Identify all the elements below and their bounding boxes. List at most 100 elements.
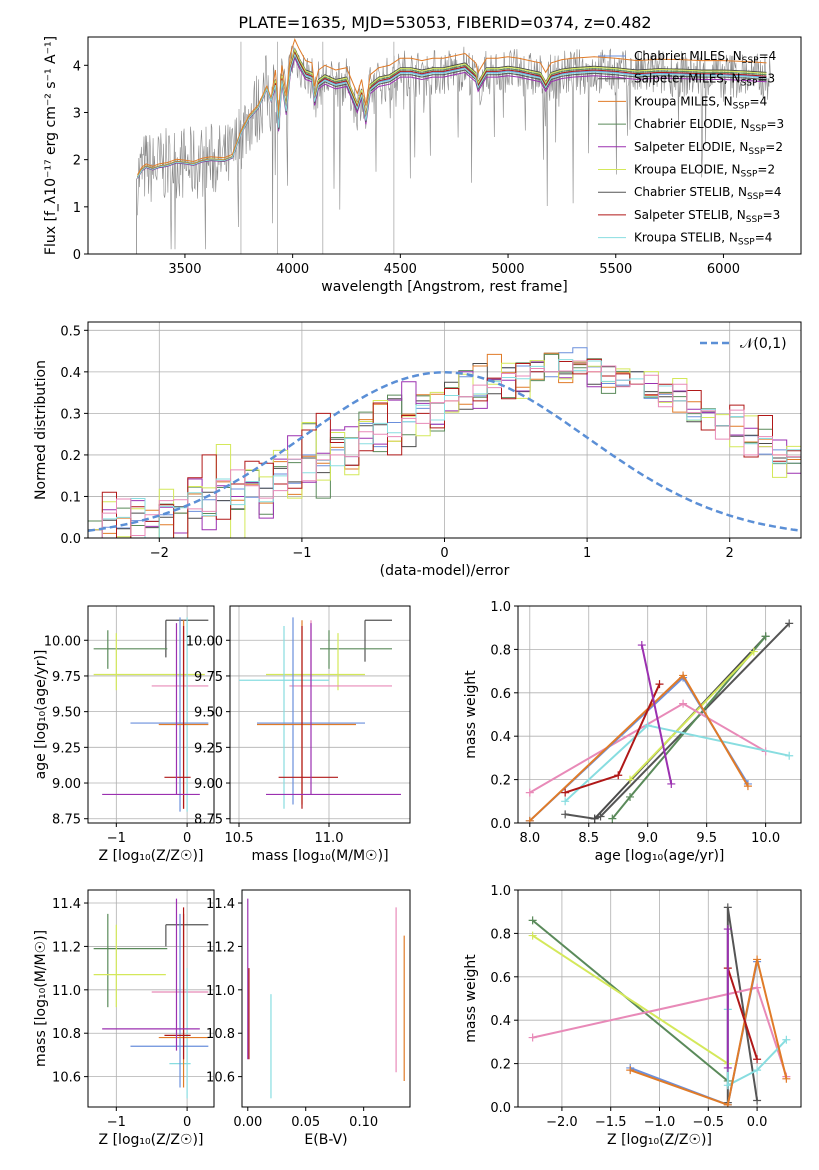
x-tick-label: 0.00 xyxy=(233,1115,262,1130)
x-axis-label: (data-model)/error xyxy=(380,563,510,579)
data-point-marker xyxy=(561,810,570,819)
y-tick-label: 8.75 xyxy=(52,813,81,828)
y-axis-label: mass weight xyxy=(463,954,479,1043)
data-point-marker xyxy=(667,779,676,788)
x-axis-label: Z [log₁₀(Z/Z☉)] xyxy=(99,848,204,864)
legend-suffix: =2 xyxy=(765,140,783,154)
y-tick-label: 3 xyxy=(73,106,81,121)
data-point-marker xyxy=(753,1066,762,1075)
x-tick-label: −2.0 xyxy=(546,1115,578,1130)
histogram-series xyxy=(88,360,801,538)
plot-area xyxy=(239,617,401,809)
data-point-marker xyxy=(679,699,688,708)
x-tick-label: −1.0 xyxy=(644,1115,676,1130)
legend-suffix: =4 xyxy=(755,231,773,245)
data-point-marker xyxy=(561,797,570,806)
mass-weight-series-line xyxy=(564,683,661,794)
data-point-marker xyxy=(782,1035,791,1044)
y-tick-label: 8.75 xyxy=(194,813,223,828)
y-tick-label: 10.6 xyxy=(206,1071,235,1086)
y-tick-label: 10.6 xyxy=(52,1071,81,1086)
legend-suffix: =2 xyxy=(757,163,775,177)
legend-entry: Salpeter STELIB, NSSP=3 xyxy=(634,208,780,225)
x-axis-label: Z [log₁₀(Z/Z☉)] xyxy=(607,1132,712,1148)
legend-label: Salpeter MILES, N xyxy=(634,72,741,86)
legend-suffix: =3 xyxy=(763,208,781,222)
data-point-marker xyxy=(525,816,534,823)
y-tick-label: 4 xyxy=(73,59,81,74)
legend-label: Kroupa MILES, N xyxy=(634,94,733,108)
legend-entry: Kroupa STELIB, NSSP=4 xyxy=(634,231,772,248)
legend-label: Chabrier MILES, N xyxy=(634,49,742,63)
legend-subscript: SSP xyxy=(748,147,765,157)
panel-age-vs-mass: 10.5 11.0 8.75 9.00 9.25 9.50 9.75 10.00 mass [l… xyxy=(186,605,411,864)
data-point-marker xyxy=(723,1063,732,1072)
x-tick-label: −1 xyxy=(107,1115,126,1130)
panel-spectrum: 3500 4000 4500 5000 5500 6000 0 1 2 3 4 wavelength … xyxy=(43,36,802,295)
data-point-marker xyxy=(753,1055,762,1064)
legend-subscript: SSP xyxy=(741,170,758,180)
x-tick-label: 10.0 xyxy=(751,831,780,846)
y-tick-label: 1.0 xyxy=(490,884,511,899)
panel-residual-histogram: −2 −1 0 1 2 0.0 0.1 0.2 0.3 0.4 0.5 (data-model)/er… xyxy=(33,321,802,579)
x-tick-label: 4000 xyxy=(276,262,309,277)
y-tick-label: 10.8 xyxy=(206,1027,235,1042)
y-tick-label: 1 xyxy=(73,201,81,216)
legend-suffix: =3 xyxy=(757,72,775,86)
y-tick-label: 0.8 xyxy=(490,643,511,658)
data-point-marker xyxy=(723,1081,732,1090)
plot-area xyxy=(88,347,801,538)
x-tick-label: 9.5 xyxy=(696,831,717,846)
y-tick-label: 0.1 xyxy=(60,490,81,505)
panel-mass-vs-Z: −1 0 10.6 10.8 11.0 11.2 11.4 Z [log₁₀(Z/Z☉)] ma… xyxy=(33,889,215,1148)
legend: 𝒩(0,1) xyxy=(700,336,787,352)
y-tick-label: 11.4 xyxy=(206,897,235,912)
x-axis-label: wavelength [Angstrom, rest frame] xyxy=(321,279,567,295)
legend-entry: Salpeter ELODIE, NSSP=2 xyxy=(634,140,783,157)
x-tick-label: 1 xyxy=(583,546,591,561)
panel-mass-weight-vs-age: 8.0 8.5 9.0 9.5 10.0 0.0 0.2 0.4 0.6 0.8 1.0 age [l… xyxy=(463,600,802,864)
y-tick-label: 9.25 xyxy=(194,741,223,756)
axes-frame xyxy=(229,605,411,824)
y-tick-label: 9.50 xyxy=(194,706,223,721)
data-point-marker xyxy=(626,775,635,784)
model-spectrum-line xyxy=(137,37,767,175)
data-point-marker xyxy=(637,641,646,650)
normal-curve xyxy=(88,371,801,532)
y-tick-label: 11.2 xyxy=(52,940,81,955)
y-tick-label: 0.0 xyxy=(60,532,81,547)
legend-entry: Kroupa MILES, NSSP=4 xyxy=(634,94,767,111)
legend-label: Chabrier STELIB, N xyxy=(634,185,747,199)
x-tick-label: 8.0 xyxy=(519,831,540,846)
legend-entry: Chabrier MILES, NSSP=4 xyxy=(634,49,776,66)
data-spectrum-edge xyxy=(103,178,137,254)
y-axis-label: Flux [f_λ10⁻¹⁷ erg cm⁻² s⁻¹ A⁻¹] xyxy=(43,36,59,255)
data-point-marker xyxy=(753,955,762,964)
y-tick-label: 10.8 xyxy=(52,1027,81,1042)
x-axis-label: Z [log₁₀(Z/Z☉)] xyxy=(99,1132,204,1148)
data-point-marker xyxy=(655,680,664,689)
plot-area xyxy=(528,903,791,1107)
x-tick-label: 9.0 xyxy=(637,831,658,846)
y-tick-label: 0.6 xyxy=(490,971,511,986)
y-tick-label: 11.4 xyxy=(52,897,81,912)
data-point-marker xyxy=(590,814,599,823)
axes-frame xyxy=(241,889,411,1108)
plot-area xyxy=(93,617,209,812)
x-axis-label: age [log₁₀(age/yr)] xyxy=(595,848,725,864)
x-tick-label: 3500 xyxy=(168,262,201,277)
y-tick-label: 0.4 xyxy=(490,730,511,745)
y-tick-label: 0.4 xyxy=(60,366,81,381)
legend-suffix: =4 xyxy=(750,94,768,108)
legend-entry: 𝒩(0,1) xyxy=(740,336,787,352)
y-tick-label: 9.75 xyxy=(194,670,223,685)
legend-entry: Salpeter MILES, NSSP=3 xyxy=(634,72,775,89)
panel-mass-weight-vs-Z: −2.0 −1.5 −1.0 −0.5 0.0 0.0 0.2 0.4 0.6 0.8 1.0 Z [… xyxy=(463,884,802,1148)
mass-weight-series-line xyxy=(726,967,759,1060)
x-axis-label: mass [log₁₀(M/M☉)] xyxy=(251,848,388,864)
data-point-marker xyxy=(561,788,570,797)
legend-subscript: SSP xyxy=(741,79,758,89)
x-tick-label: 0.10 xyxy=(349,1115,378,1130)
legend-subscript: SSP xyxy=(746,215,763,225)
